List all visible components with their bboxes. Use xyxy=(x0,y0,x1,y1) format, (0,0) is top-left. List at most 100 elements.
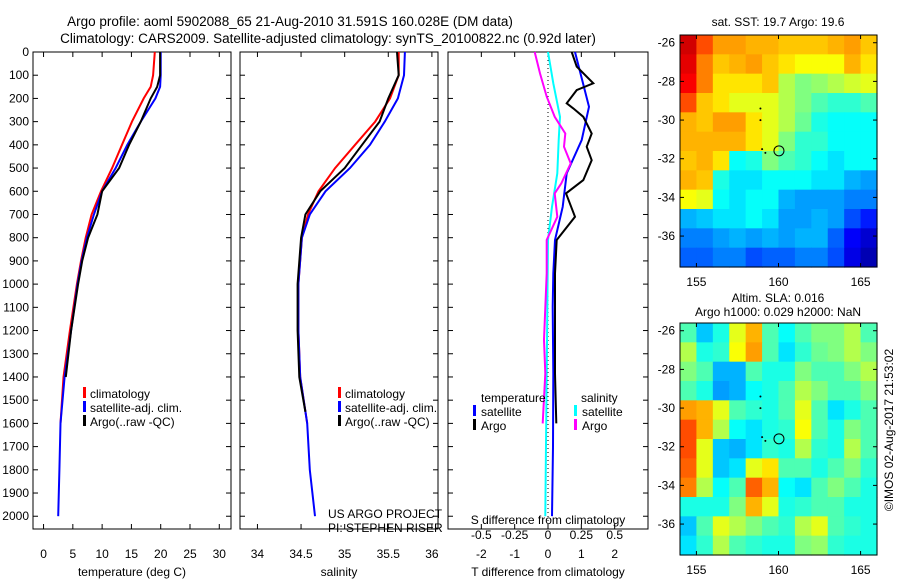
heatmap-cell xyxy=(860,361,878,382)
heatmap-cell xyxy=(844,381,862,401)
x-tick-label: 2 xyxy=(611,547,618,561)
map-subtitle: Argo h1000: 0.029 h2000: NaN xyxy=(695,305,861,319)
heatmap-cell xyxy=(712,361,730,382)
legend-label: Argo(..raw -QC) xyxy=(90,415,175,429)
heatmap-cell xyxy=(794,342,812,363)
heatmap-cell xyxy=(680,93,698,113)
heatmap-cell xyxy=(762,477,780,498)
heatmap-cell xyxy=(729,381,747,401)
y-tick-label: 200 xyxy=(9,91,29,105)
heatmap-cell xyxy=(696,151,714,171)
heatmap-cell xyxy=(680,73,698,94)
heatmap-cell xyxy=(712,209,730,229)
heatmap-cell xyxy=(827,497,845,517)
x-tick-label: 35.5 xyxy=(377,547,401,561)
heatmap-cell xyxy=(729,342,747,363)
heatmap-cell xyxy=(860,381,878,401)
heatmap-cell xyxy=(712,112,730,133)
legend-label: Argo xyxy=(582,419,608,433)
heatmap-cell xyxy=(745,419,763,440)
heatmap-cell xyxy=(860,93,878,113)
heatmap-cell xyxy=(778,458,796,479)
heatmap-cell xyxy=(712,131,730,152)
x-tick-label: 10 xyxy=(95,547,109,561)
series-line-t-satellite xyxy=(551,51,591,517)
y-tick-label: 1600 xyxy=(2,416,29,430)
heatmap-cell xyxy=(696,516,714,537)
map-panel-2: 155 160 165 -26 -28 -30 -32 -34 -36 Altim. SLA: 0… xyxy=(658,291,878,577)
heatmap-cell xyxy=(778,342,796,363)
heatmap-cell xyxy=(745,151,763,171)
y-tick-label: 1300 xyxy=(2,347,29,361)
heatmap-cell xyxy=(827,73,845,94)
lat-tick-label: -26 xyxy=(658,36,676,50)
heatmap-cell xyxy=(860,131,878,152)
heatmap-cell xyxy=(827,419,845,440)
track-point xyxy=(759,119,762,122)
heatmap-cell xyxy=(696,93,714,113)
profile-panel-1: 0 5 10 15 20 25 30 temperature (deg C) 0 100 200 30… xyxy=(2,45,232,579)
y-tick-label: 700 xyxy=(9,207,29,221)
heatmap-cell xyxy=(762,439,780,459)
heatmap-cell xyxy=(794,131,812,152)
heatmap-cell xyxy=(844,458,862,479)
legend-marker xyxy=(83,415,86,426)
series-line-t-argo xyxy=(554,51,596,424)
heatmap-cell xyxy=(827,228,845,249)
heatmap-cell xyxy=(745,35,763,55)
heatmap-cell xyxy=(844,516,862,537)
heatmap-cell xyxy=(794,477,812,498)
y-tick-label: 1900 xyxy=(2,486,29,500)
x-tick-label: 25 xyxy=(183,547,197,561)
heatmap-cell xyxy=(827,439,845,459)
heatmap-cell xyxy=(827,458,845,479)
heatmap-cell xyxy=(778,228,796,249)
series-line-argo-raw-qc- xyxy=(64,52,162,378)
heatmap-cell xyxy=(696,381,714,401)
lat-tick-label: -34 xyxy=(658,478,676,492)
heatmap-cell xyxy=(680,54,698,75)
heatmap-cell xyxy=(696,131,714,152)
heatmap-cell xyxy=(778,516,796,537)
heatmap-cell xyxy=(778,54,796,75)
heatmap-cell xyxy=(762,35,780,55)
heatmap-cell xyxy=(844,361,862,382)
heatmap-cell xyxy=(696,228,714,249)
legend-label: climatology xyxy=(345,387,405,401)
heatmap-cell xyxy=(712,439,730,459)
heatmap-cell xyxy=(860,54,878,75)
heatmap-cell xyxy=(778,419,796,440)
heatmap-cell xyxy=(680,170,698,191)
heatmap-cell xyxy=(827,112,845,133)
heatmap-cell xyxy=(844,497,862,517)
y-tick-label: 500 xyxy=(9,161,29,175)
x-tick-label: -2 xyxy=(476,547,487,561)
heatmap-cell xyxy=(729,535,747,556)
profile-location-marker xyxy=(773,433,785,445)
heatmap-cell xyxy=(811,361,829,382)
heatmap-cell xyxy=(860,323,878,343)
lat-tick-label: -30 xyxy=(658,401,676,415)
heatmap-cell xyxy=(762,93,780,113)
heatmap-cell xyxy=(794,35,812,55)
axes-box xyxy=(239,51,439,530)
heatmap-cell xyxy=(778,381,796,401)
heatmap-cell xyxy=(811,439,829,459)
lat-tick-label: -32 xyxy=(658,152,676,166)
heatmap-cell xyxy=(696,497,714,517)
heatmap-cell xyxy=(680,151,698,171)
heatmap-cell xyxy=(827,516,845,537)
heatmap-cell xyxy=(794,535,812,556)
heatmap-cell xyxy=(860,73,878,94)
heatmap-cell xyxy=(729,112,747,133)
heatmap-cell xyxy=(762,361,780,382)
heatmap-cell xyxy=(844,93,862,113)
heatmap-cell xyxy=(729,400,747,421)
heatmap-cell xyxy=(811,323,829,343)
heatmap-cell xyxy=(680,535,698,556)
heatmap-cell xyxy=(778,323,796,343)
heatmap-cell xyxy=(844,209,862,229)
heatmap-cell xyxy=(762,342,780,363)
heatmap-cell xyxy=(712,516,730,537)
